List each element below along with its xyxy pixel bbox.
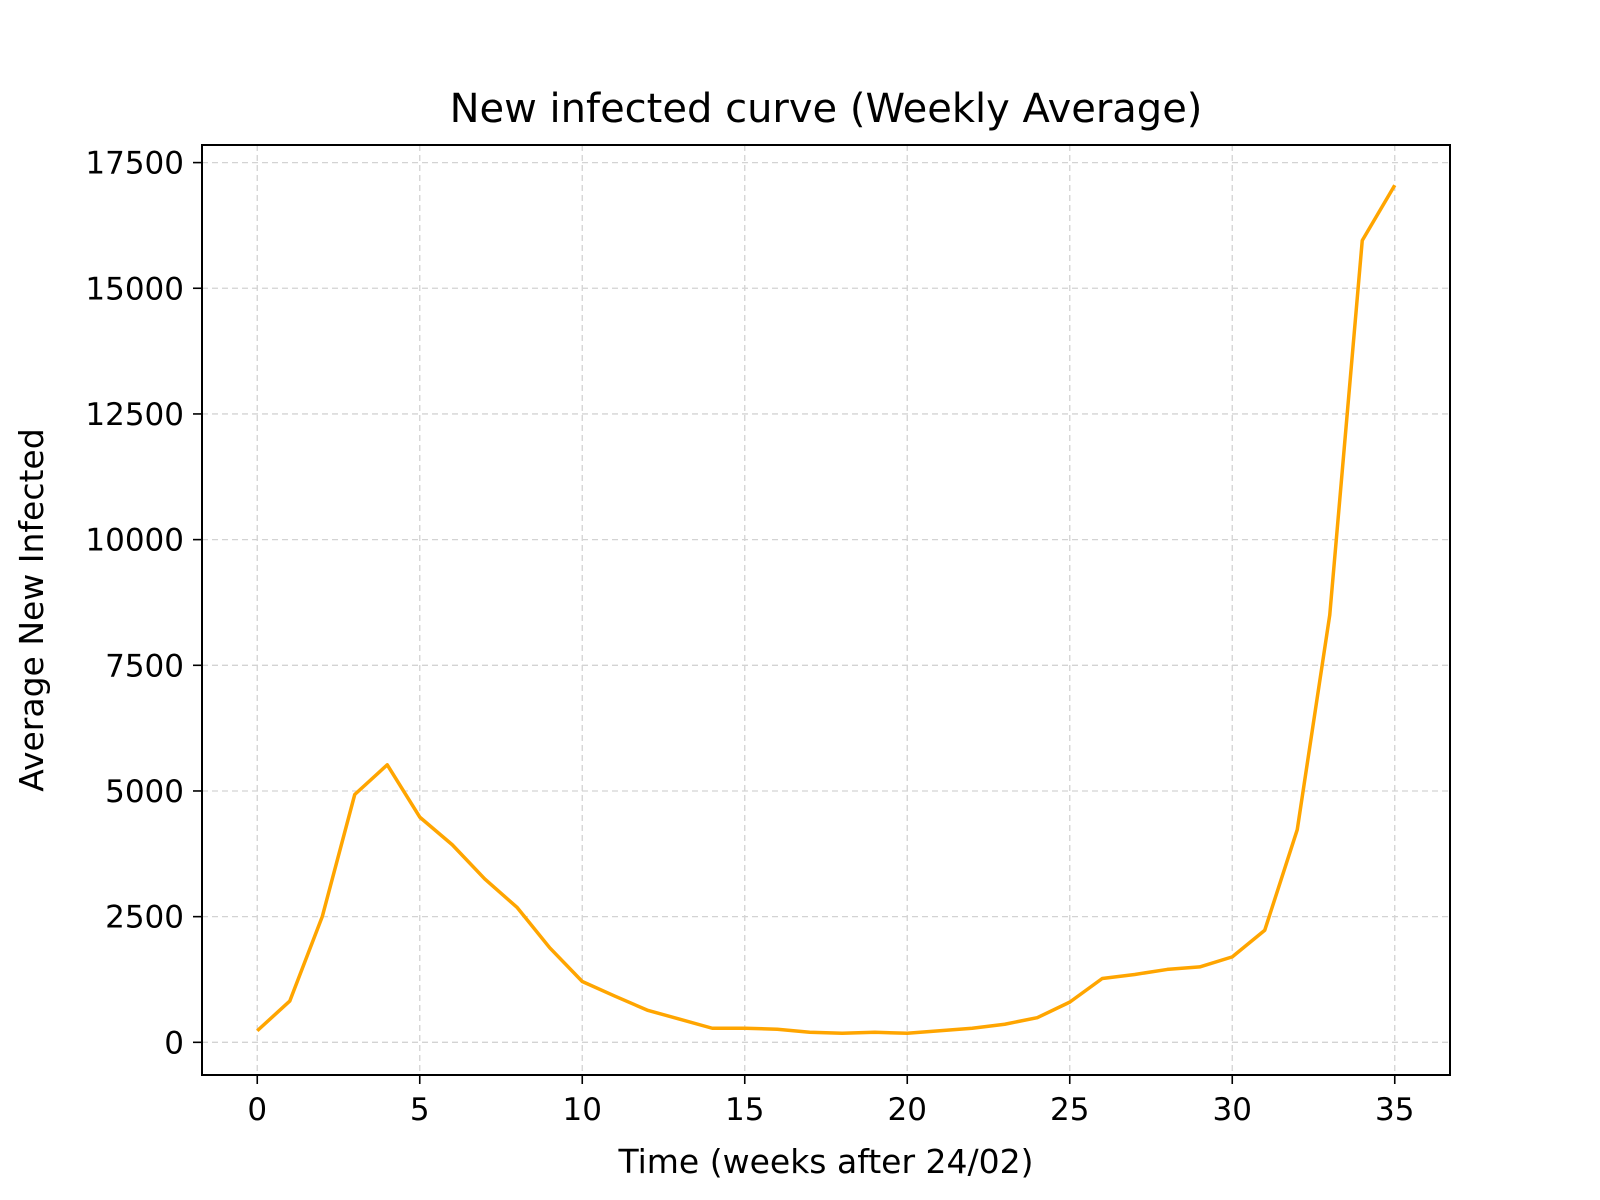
y-tick-label: 10000 <box>85 523 184 559</box>
x-tick-label: 30 <box>1213 1092 1252 1128</box>
y-tick-label: 2500 <box>105 900 184 936</box>
y-axis: 0 2500 5000 7500 10000 12500 15000 17500 <box>85 146 202 1061</box>
x-tick-label: 35 <box>1375 1092 1414 1128</box>
grid <box>202 145 1450 1075</box>
series-layer <box>256 184 1397 1036</box>
x-tick-label: 5 <box>410 1092 430 1128</box>
y-tick-label: 17500 <box>85 146 184 182</box>
y-tick-label: 0 <box>164 1025 184 1061</box>
y-tick-label: 7500 <box>105 648 184 684</box>
y-axis-label: Average New Infected <box>12 428 51 791</box>
x-tick-label: 25 <box>1050 1092 1089 1128</box>
x-axis: 0 5 10 15 20 25 30 35 <box>247 1075 1414 1128</box>
y-tick-label: 15000 <box>85 271 184 307</box>
y-tick-label: 5000 <box>105 774 184 810</box>
x-tick-label: 0 <box>247 1092 267 1128</box>
x-axis-label: Time (weeks after 24/02) <box>617 1142 1033 1181</box>
x-tick-label: 15 <box>725 1092 764 1128</box>
x-tick-label: 10 <box>563 1092 602 1128</box>
chart-title: New infected curve (Weekly Average) <box>450 86 1203 132</box>
x-tick-label: 20 <box>888 1092 927 1128</box>
plot-frame <box>201 144 1451 1076</box>
series-line <box>256 184 1397 1036</box>
y-tick-label: 12500 <box>85 397 184 433</box>
